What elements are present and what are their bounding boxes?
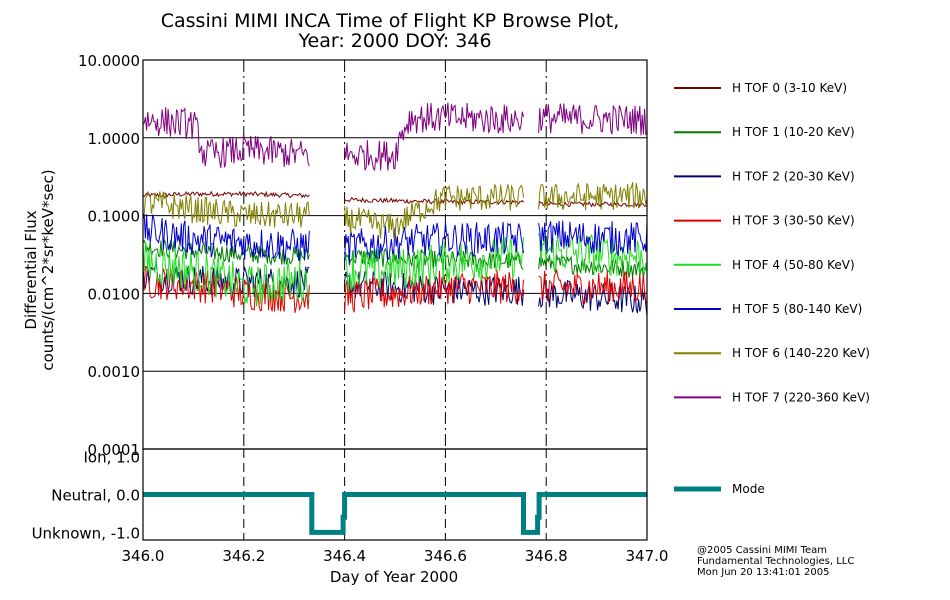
legend-item-0: H TOF 0 (3-10 KeV) [674,81,847,95]
legend-label-8: Mode [732,482,765,496]
legend-label-5: H TOF 5 (80-140 KeV) [732,302,862,316]
flux-y-ticks: 10.0000 1.0000 0.1000 0.0100 0.0010 0.0001 [78,52,140,459]
series-line-tof-7 [142,102,648,172]
flux-grid [143,60,647,449]
credit-line3: Mon Jun 20 13:41:01 2005 [697,567,830,578]
series-line-tof-4 [142,232,648,307]
y-tick-label-4: 0.0010 [88,363,141,381]
legend: H TOF 0 (3-10 KeV) H TOF 1 (10-20 KeV) H T… [674,81,870,496]
legend-item-8: Mode [674,482,765,496]
legend-label-1: H TOF 1 (10-20 KeV) [732,125,855,139]
legend-item-6: H TOF 6 (140-220 KeV) [674,346,870,360]
x-tick-label-5: 347.0 [626,547,669,565]
chart-title-line1: Cassini MIMI INCA Time of Flight KP Brow… [161,10,620,32]
chart-title-line2: Year: 2000 DOY: 346 [297,30,491,52]
legend-label-0: H TOF 0 (3-10 KeV) [732,81,847,95]
legend-label-6: H TOF 6 (140-220 KeV) [732,346,870,360]
legend-item-5: H TOF 5 (80-140 KeV) [674,302,862,316]
x-tick-label-0: 346.0 [122,547,165,565]
y-tick-label-3: 0.0100 [88,285,141,303]
y-axis-label: Differential Flux counts/(cm^2*sr*keV*se… [22,169,57,370]
legend-label-7: H TOF 7 (220-360 KeV) [732,390,870,404]
legend-item-4: H TOF 4 (50-80 KeV) [674,258,855,272]
x-axis-label: Day of Year 2000 [330,568,458,586]
x-tick-label-3: 346.6 [424,547,467,565]
y-axis-label-line1: Differential Flux [22,210,40,329]
mode-y-tick-label-0: Ion, 1.0 [84,449,141,467]
y-tick-label-1: 1.0000 [88,130,141,148]
mode-plot-border [142,448,648,541]
x-tick-label-1: 346.2 [222,547,265,565]
legend-item-7: H TOF 7 (220-360 KeV) [674,390,870,404]
mode-y-tick-label-2: Unknown, -1.0 [32,524,140,542]
legend-item-2: H TOF 2 (20-30 KeV) [674,169,855,183]
series-line-tof-6 [142,182,648,241]
x-tick-label-4: 346.8 [525,547,568,565]
legend-item-3: H TOF 3 (30-50 KeV) [674,214,855,228]
y-tick-label-2: 0.1000 [88,208,141,226]
y-axis-label-line2: counts/(cm^2*sr*keV*sec) [39,169,57,370]
legend-label-3: H TOF 3 (30-50 KeV) [732,214,855,228]
series-line-tof-1 [142,238,648,279]
mode-line [143,492,647,535]
series-line-tof-5 [142,213,648,263]
legend-label-4: H TOF 4 (50-80 KeV) [732,258,855,272]
mode-series [143,492,647,535]
x-tick-label-2: 346.4 [323,547,366,565]
y-tick-label-0: 10.0000 [78,52,140,70]
flux-series [142,102,648,316]
x-ticks: 346.0 346.2 346.4 346.6 346.8 347.0 [122,547,669,565]
legend-label-2: H TOF 2 (20-30 KeV) [732,169,855,183]
legend-item-1: H TOF 1 (10-20 KeV) [674,125,855,139]
mode-y-tick-label-1: Neutral, 0.0 [51,487,140,505]
mode-y-ticks: Ion, 1.0 Neutral, 0.0 Unknown, -1.0 [32,449,140,543]
y-tick-label-5: 0.0001 [88,441,141,459]
mode-panel-frame [142,448,648,541]
credit-line2: Fundamental Technologies, LLC [697,556,854,567]
credit-line1: @2005 Cassini MIMI Team [697,545,827,556]
